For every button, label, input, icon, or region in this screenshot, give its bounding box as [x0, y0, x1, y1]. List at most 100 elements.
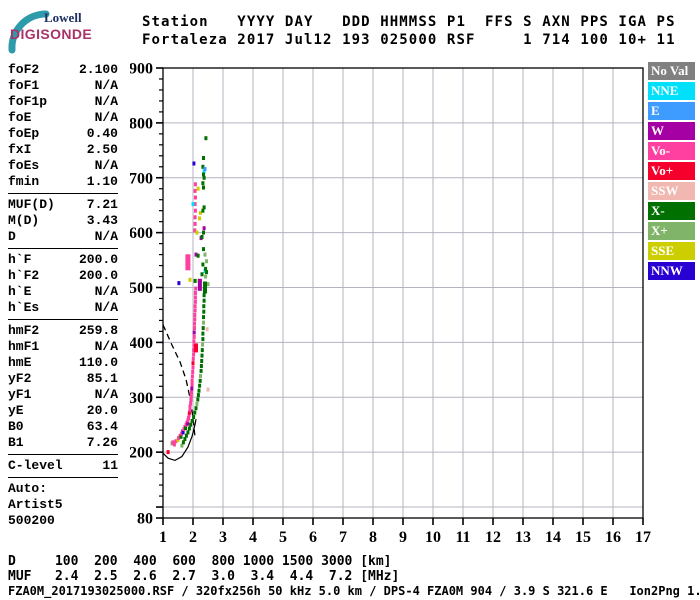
param-row: h`F2 200.0: [8, 268, 118, 284]
data-point: [187, 410, 191, 415]
param-label: M(D): [8, 213, 40, 228]
data-point: [177, 435, 181, 440]
data-point: [181, 430, 185, 435]
data-point: [202, 175, 206, 180]
legend-item-xplus: X+: [648, 222, 695, 240]
param-row: fmin 1.10: [8, 174, 118, 190]
separator-line: [8, 248, 118, 249]
data-point: [202, 315, 205, 320]
data-point: [198, 216, 202, 221]
data-point: [199, 210, 202, 215]
header-values-line: Fortaleza 2017 Jul12 193 025000 RSF 1 71…: [142, 32, 676, 48]
data-point: [204, 266, 208, 271]
data-point: [187, 416, 190, 421]
data-point: [197, 388, 201, 393]
data-point: [193, 326, 196, 331]
data-point: [190, 386, 194, 391]
param-row: fxI 2.50: [8, 142, 118, 158]
param-label: h`Es: [8, 300, 40, 315]
param-value: N/A: [94, 229, 118, 244]
data-point: [196, 186, 200, 191]
data-point: [203, 281, 207, 294]
x-axis-label: 4: [249, 529, 257, 546]
data-point: [204, 274, 208, 279]
data-point: [193, 299, 197, 304]
param-row: MUF(D) 7.21: [8, 197, 118, 213]
y-axis-label: 600: [130, 225, 153, 242]
profile-curve-solid: [162, 419, 197, 462]
data-point: [193, 202, 197, 207]
data-point: [201, 342, 205, 347]
data-point: [196, 393, 200, 398]
data-point: [201, 208, 205, 213]
y-axis-label: 200: [130, 445, 153, 462]
param-label: foF1: [8, 78, 40, 93]
data-point: [195, 230, 199, 235]
param-value: 7.21: [86, 197, 118, 212]
data-point: [202, 230, 205, 235]
header-columns-line: Station YYYY DAY DDD HHMMSS P1 FFS S AXN…: [142, 14, 676, 30]
x-axis-label: 14: [545, 529, 561, 546]
muf-row: MUF 2.4 2.5 2.6 2.7 3.0 3.4 4.4 7.2 [MHz…: [8, 569, 400, 584]
legend-item-nnw: NNW: [648, 262, 695, 280]
data-point: [192, 352, 196, 357]
y-axis-label: 700: [130, 170, 153, 187]
param-value: 200.0: [78, 268, 118, 283]
data-point: [198, 383, 202, 388]
data-point: [180, 443, 184, 448]
param-label: hmF2: [8, 323, 40, 338]
logo-arc-icon: [8, 10, 50, 54]
data-point: [205, 327, 209, 332]
param-row: M(D) 3.43: [8, 213, 118, 229]
data-point: [191, 202, 195, 207]
param-label: foEp: [8, 126, 40, 141]
data-point: [193, 321, 196, 326]
separator-line: [8, 477, 118, 478]
y-axis-label: 900: [130, 61, 153, 78]
legend-item-voplus: Vo+: [648, 162, 695, 180]
data-point: [192, 343, 196, 348]
data-point: [193, 295, 197, 300]
data-point: [192, 339, 196, 344]
param-label: B1: [8, 435, 24, 450]
data-point: [190, 382, 194, 387]
param-value: 0.40: [86, 126, 118, 141]
station-header: Station YYYY DAY DDD HHMMSS P1 FFS S AXN…: [142, 13, 676, 49]
param-row: h`Es N/A: [8, 300, 118, 316]
data-point: [206, 387, 210, 392]
data-point: [193, 278, 197, 283]
data-point: [205, 270, 208, 275]
x-axis-label: 8: [369, 529, 377, 546]
status-line: FZA0M_2017193025000.RSF / 320fx256h 50 k…: [8, 584, 700, 598]
data-point: [199, 373, 202, 378]
param-value: 2.100: [78, 62, 118, 77]
data-point: [201, 337, 205, 342]
param-row: B0 63.4: [8, 419, 118, 435]
x-axis-label: 13: [515, 529, 531, 546]
param-row: C-level 11: [8, 458, 118, 474]
data-point: [184, 426, 187, 430]
data-point: [187, 413, 191, 418]
lowell-digisonde-logo: Lowell DIGISONDE: [6, 6, 124, 54]
x-axis-label: 12: [485, 529, 501, 546]
data-point: [204, 136, 208, 141]
x-axis-label: 17: [635, 529, 651, 546]
data-point: [183, 437, 187, 441]
data-point: [196, 253, 200, 258]
data-point: [202, 309, 206, 314]
param-label: MUF(D): [8, 197, 55, 212]
param-label: yE: [8, 403, 24, 418]
param-row: foEp 0.40: [8, 126, 118, 142]
data-point: [201, 181, 205, 186]
param-row: foEs N/A: [8, 158, 118, 174]
data-point: [202, 169, 206, 174]
data-point: [189, 401, 193, 406]
data-point: [186, 421, 190, 426]
data-point: [193, 313, 197, 317]
data-point: [191, 370, 195, 374]
param-value: 259.8: [78, 323, 118, 338]
echo-direction-legend: No Val NNE E W Vo- Vo+ SSW X- X+ SSE NNW: [648, 62, 695, 282]
data-point: [185, 254, 191, 271]
data-point: [200, 353, 204, 358]
data-point: [191, 365, 195, 370]
